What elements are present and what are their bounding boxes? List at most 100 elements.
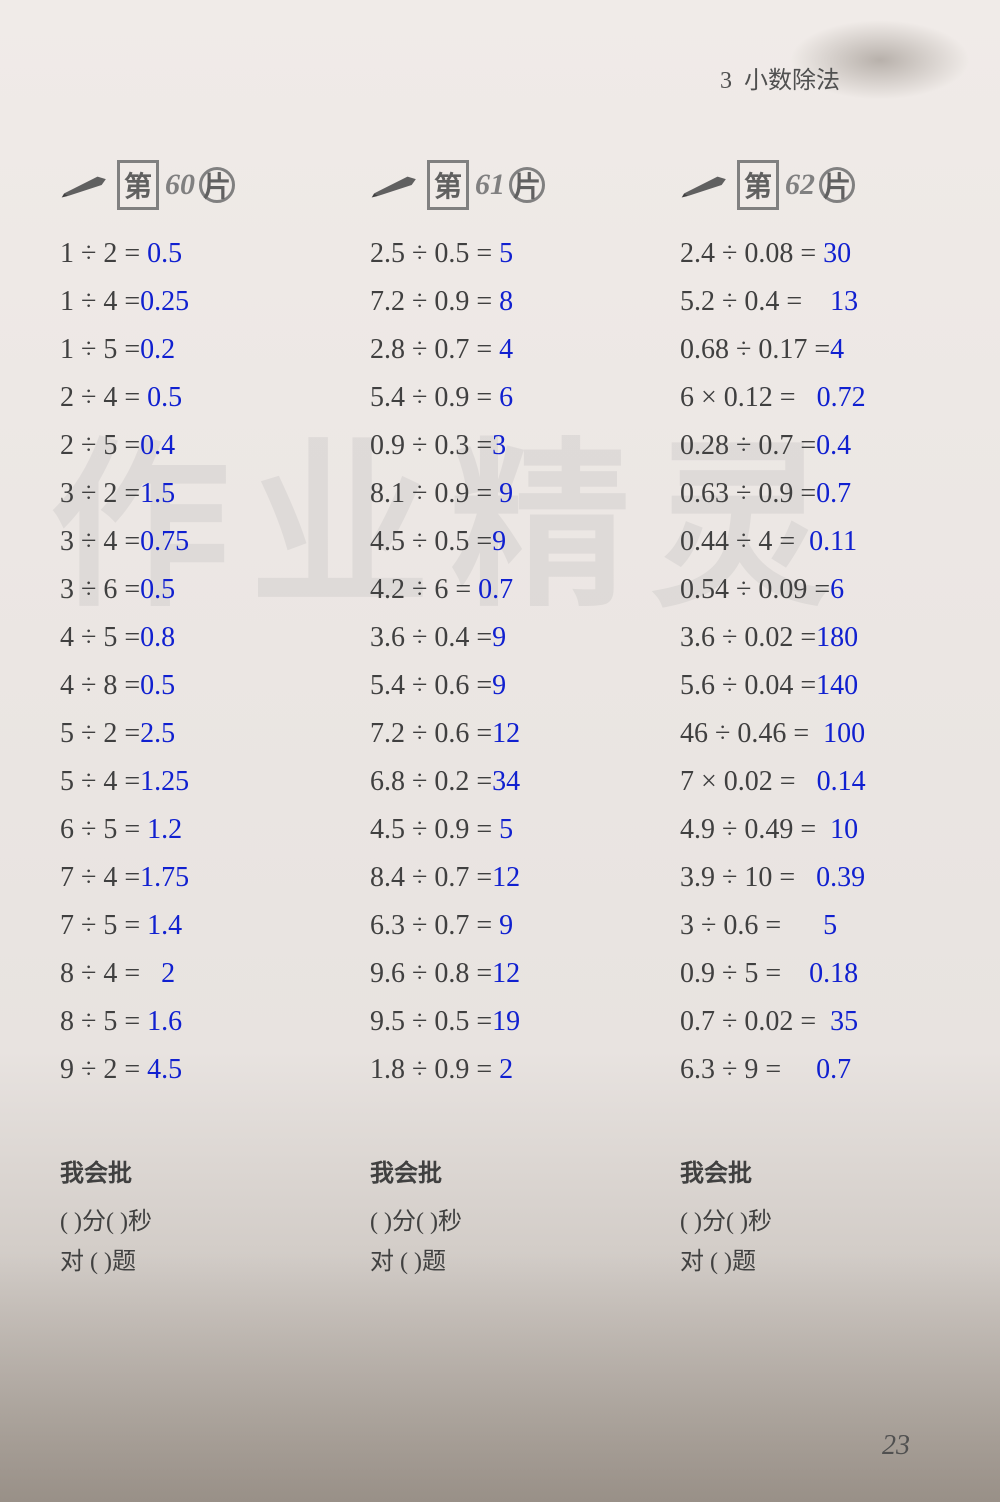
problem-question: 7 ÷ 5 = — [60, 902, 147, 950]
problem-question: 5.4 ÷ 0.6 = — [370, 662, 492, 710]
section-number: 61 — [475, 168, 505, 202]
problem-question: 7.2 ÷ 0.9 = — [370, 278, 499, 326]
problem-answer: 0.11 — [809, 518, 857, 566]
problems-1: 2.5 ÷ 0.5 = 57.2 ÷ 0.9 = 82.8 ÷ 0.7 = 45… — [370, 230, 640, 1094]
problem-row: 8.1 ÷ 0.9 = 9 — [370, 470, 640, 518]
problem-row: 4 ÷ 5 =0.8 — [60, 614, 330, 662]
footer-correct-row: 对 ( )题 — [370, 1242, 640, 1282]
problem-question: 8 ÷ 4 = — [60, 950, 161, 998]
problem-question: 6 ÷ 5 = — [60, 806, 147, 854]
problem-row: 6 × 0.12 = 0.72 — [680, 374, 950, 422]
problem-question: 4 ÷ 8 = — [60, 662, 140, 710]
problem-question: 2.4 ÷ 0.08 = — [680, 230, 823, 278]
problem-row: 4.2 ÷ 6 = 0.7 — [370, 566, 640, 614]
problem-answer: 0.8 — [140, 614, 175, 662]
problem-row: 0.54 ÷ 0.09 =6 — [680, 566, 950, 614]
footer-section-1: 我会批 ( )分( )秒 对 ( )题 — [370, 1154, 640, 1282]
problem-question: 4 ÷ 5 = — [60, 614, 140, 662]
problem-row: 4 ÷ 8 =0.5 — [60, 662, 330, 710]
page-number: 23 — [882, 1430, 910, 1462]
problem-question: 5 ÷ 4 = — [60, 758, 140, 806]
problem-question: 3 ÷ 6 = — [60, 566, 140, 614]
di-label: 第 — [427, 160, 469, 210]
problem-answer: 5 — [499, 230, 513, 278]
footer-correct-row: 对 ( )题 — [60, 1242, 330, 1282]
problem-row: 5.6 ÷ 0.04 =140 — [680, 662, 950, 710]
columns-container: 第 60 片 1 ÷ 2 = 0.51 ÷ 4 =0.251 ÷ 5 =0.22… — [0, 0, 1000, 1282]
problem-question: 1 ÷ 2 = — [60, 230, 147, 278]
problem-row: 8.4 ÷ 0.7 =12 — [370, 854, 640, 902]
problem-answer: 0.14 — [817, 758, 866, 806]
problem-answer: 13 — [830, 278, 858, 326]
problem-question: 1.8 ÷ 0.9 = — [370, 1046, 499, 1094]
problem-answer: 1.5 — [140, 470, 175, 518]
footer-time-row: ( )分( )秒 — [680, 1202, 950, 1242]
problem-row: 9.5 ÷ 0.5 =19 — [370, 998, 640, 1046]
problem-row: 3 ÷ 2 =1.5 — [60, 470, 330, 518]
problem-row: 3 ÷ 6 =0.5 — [60, 566, 330, 614]
problem-answer: 0.7 — [816, 1046, 851, 1094]
problem-row: 0.9 ÷ 0.3 =3 — [370, 422, 640, 470]
problem-question: 2 ÷ 5 = — [60, 422, 140, 470]
di-label: 第 — [737, 160, 779, 210]
problem-answer: 9 — [492, 518, 506, 566]
problem-question: 5.2 ÷ 0.4 = — [680, 278, 830, 326]
problem-row: 0.28 ÷ 0.7 =0.4 — [680, 422, 950, 470]
problem-row: 2.8 ÷ 0.7 = 4 — [370, 326, 640, 374]
problem-question: 9.5 ÷ 0.5 = — [370, 998, 492, 1046]
problem-question: 9 ÷ 2 = — [60, 1046, 147, 1094]
footer-section-0: 我会批 ( )分( )秒 对 ( )题 — [60, 1154, 330, 1282]
problem-question: 0.28 ÷ 0.7 = — [680, 422, 816, 470]
pencil-icon — [680, 170, 730, 200]
problem-question: 8.1 ÷ 0.9 = — [370, 470, 499, 518]
problem-answer: 9 — [492, 614, 506, 662]
problem-row: 3.6 ÷ 0.02 =180 — [680, 614, 950, 662]
problem-answer: 35 — [830, 998, 858, 1046]
pencil-icon — [60, 170, 110, 200]
problem-question: 7.2 ÷ 0.6 = — [370, 710, 492, 758]
problem-question: 4.9 ÷ 0.49 = — [680, 806, 830, 854]
problem-answer: 9 — [492, 662, 506, 710]
problem-row: 0.7 ÷ 0.02 = 35 — [680, 998, 950, 1046]
problem-row: 7.2 ÷ 0.6 =12 — [370, 710, 640, 758]
problem-answer: 5 — [823, 902, 837, 950]
problem-answer: 1.2 — [147, 806, 182, 854]
pian-label: 片 — [509, 167, 545, 203]
problem-row: 6 ÷ 5 = 1.2 — [60, 806, 330, 854]
problem-answer: 19 — [492, 998, 520, 1046]
problem-row: 8 ÷ 4 = 2 — [60, 950, 330, 998]
problem-question: 3 ÷ 0.6 = — [680, 902, 823, 950]
problem-row: 3 ÷ 0.6 = 5 — [680, 902, 950, 950]
problem-row: 2.4 ÷ 0.08 = 30 — [680, 230, 950, 278]
section-number: 62 — [785, 168, 815, 202]
problem-row: 5 ÷ 2 =2.5 — [60, 710, 330, 758]
footer-time-row: ( )分( )秒 — [370, 1202, 640, 1242]
problem-row: 5.4 ÷ 0.6 =9 — [370, 662, 640, 710]
column-2: 第 62 片 2.4 ÷ 0.08 = 305.2 ÷ 0.4 = 130.68… — [680, 160, 950, 1282]
problem-question: 0.9 ÷ 5 = — [680, 950, 809, 998]
pian-label: 片 — [819, 167, 855, 203]
problem-row: 9.6 ÷ 0.8 =12 — [370, 950, 640, 998]
problem-answer: 0.2 — [140, 326, 175, 374]
problem-answer: 0.5 — [140, 566, 175, 614]
problem-question: 0.44 ÷ 4 = — [680, 518, 809, 566]
problem-answer: 0.4 — [816, 422, 851, 470]
problem-answer: 9 — [499, 470, 513, 518]
problem-answer: 4 — [499, 326, 513, 374]
problem-question: 8 ÷ 5 = — [60, 998, 147, 1046]
problem-answer: 10 — [830, 806, 858, 854]
problem-question: 2.8 ÷ 0.7 = — [370, 326, 499, 374]
footer-section-2: 我会批 ( )分( )秒 对 ( )题 — [680, 1154, 950, 1282]
problems-2: 2.4 ÷ 0.08 = 305.2 ÷ 0.4 = 130.68 ÷ 0.17… — [680, 230, 950, 1094]
problem-question: 7 × 0.02 = — [680, 758, 817, 806]
footer-time-row: ( )分( )秒 — [60, 1202, 330, 1242]
problem-answer: 1.75 — [140, 854, 189, 902]
section-label: 第 61 片 — [425, 160, 545, 210]
problem-row: 7 × 0.02 = 0.14 — [680, 758, 950, 806]
di-label: 第 — [117, 160, 159, 210]
problem-question: 6 × 0.12 = — [680, 374, 817, 422]
problem-question: 1 ÷ 5 = — [60, 326, 140, 374]
problem-question: 0.9 ÷ 0.3 = — [370, 422, 492, 470]
problems-0: 1 ÷ 2 = 0.51 ÷ 4 =0.251 ÷ 5 =0.22 ÷ 4 = … — [60, 230, 330, 1094]
column-1: 第 61 片 2.5 ÷ 0.5 = 57.2 ÷ 0.9 = 82.8 ÷ 0… — [370, 160, 640, 1282]
